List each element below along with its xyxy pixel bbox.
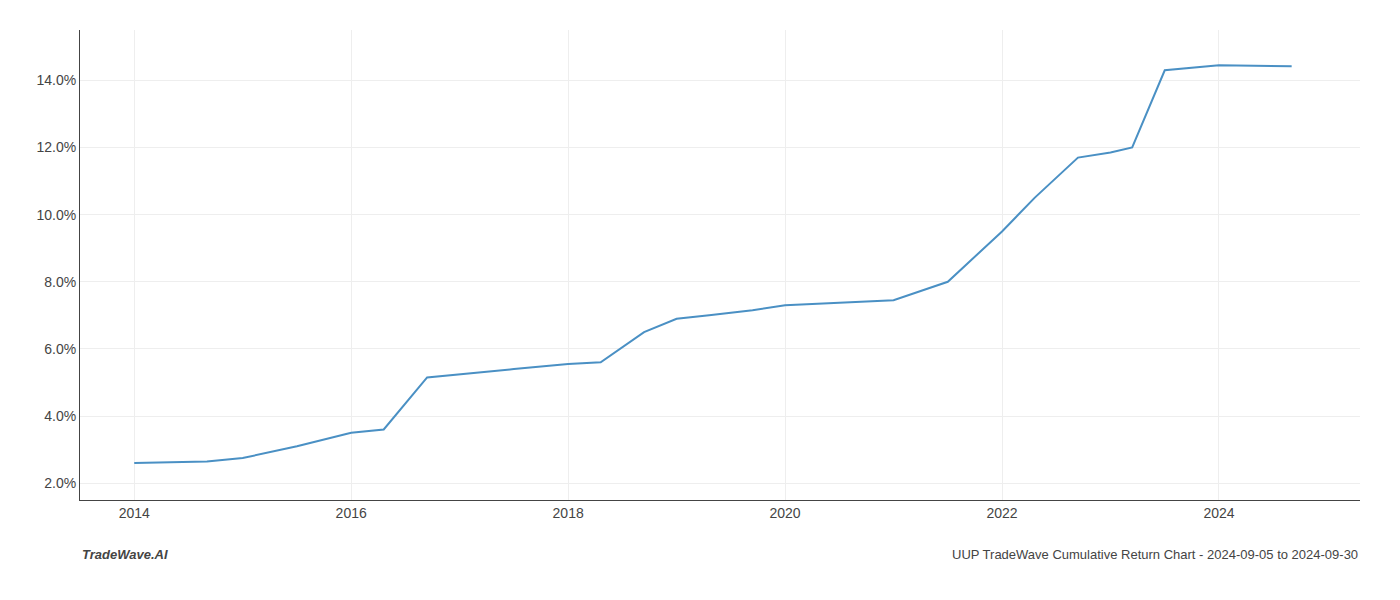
svg-text:2014: 2014 — [119, 505, 150, 521]
svg-text:TradeWave.AI: TradeWave.AI — [82, 547, 168, 562]
svg-text:UUP TradeWave Cumulative Retur: UUP TradeWave Cumulative Return Chart - … — [952, 547, 1358, 562]
svg-text:6.0%: 6.0% — [44, 341, 76, 357]
svg-text:2018: 2018 — [553, 505, 584, 521]
svg-text:2.0%: 2.0% — [44, 475, 76, 491]
svg-text:10.0%: 10.0% — [36, 207, 76, 223]
svg-text:2016: 2016 — [336, 505, 367, 521]
svg-text:2020: 2020 — [770, 505, 801, 521]
svg-text:2024: 2024 — [1203, 505, 1234, 521]
svg-text:2022: 2022 — [986, 505, 1017, 521]
svg-text:12.0%: 12.0% — [36, 139, 76, 155]
svg-text:14.0%: 14.0% — [36, 72, 76, 88]
svg-text:8.0%: 8.0% — [44, 274, 76, 290]
svg-text:4.0%: 4.0% — [44, 408, 76, 424]
